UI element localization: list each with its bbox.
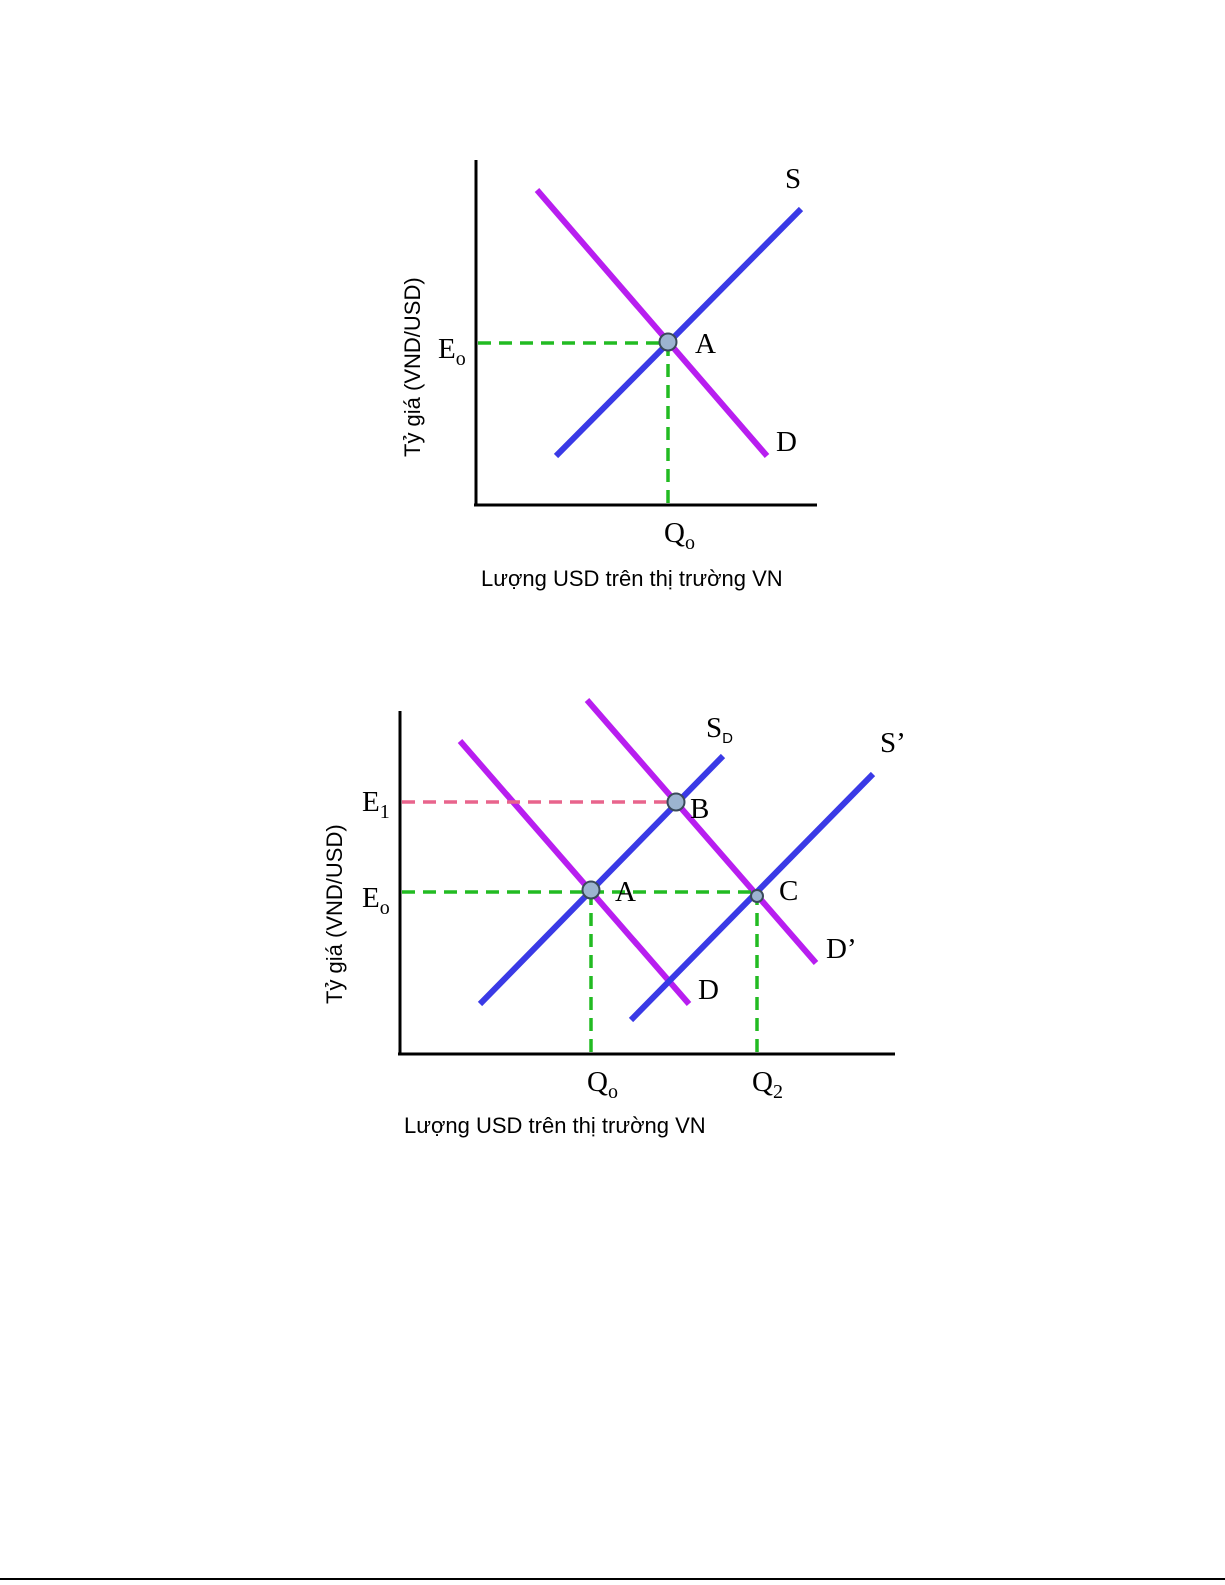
x-axis-title: Lượng USD trên thị trường VN xyxy=(481,566,783,591)
quantity-label-qo: Qo xyxy=(664,517,695,554)
price-label-eo: Eo xyxy=(438,333,466,370)
supply-curve-s xyxy=(553,206,804,459)
point-label-a: A xyxy=(695,328,716,360)
supply-label-sd: SD xyxy=(706,712,733,747)
demand-label-d: D xyxy=(776,426,797,458)
y-axis-title: Tỷ giá (VND/USD) xyxy=(322,824,347,1004)
point-label-a: A xyxy=(615,876,636,908)
demand-curve-d xyxy=(457,739,692,1006)
demand-label-d-prime: D’ xyxy=(826,933,857,965)
page-bottom-rule xyxy=(0,1578,1225,1580)
point-label-b: B xyxy=(690,793,709,825)
equilibrium-point-a xyxy=(658,332,678,352)
price-label-e1: E1 xyxy=(362,786,390,823)
quantity-label-qo: Qo xyxy=(587,1066,618,1103)
equilibrium-point-c xyxy=(750,889,764,903)
price-label-eo: Eo xyxy=(362,882,390,919)
equilibrium-point-b xyxy=(666,792,686,812)
supply-label-s-prime: S’ xyxy=(880,727,906,759)
demand-curve-d xyxy=(534,188,770,458)
x-axis-title: Lượng USD trên thị trường VN xyxy=(404,1113,706,1138)
supply-label-s: S xyxy=(785,163,801,195)
demand-curve-d-prime xyxy=(584,698,819,965)
diagram-1: S D A Eo Qo Tỷ giá (VND/USD) Lượng USD t… xyxy=(400,160,817,591)
quantity-label-q2: Q2 xyxy=(752,1066,783,1103)
diagram-2: SD S’ D D’ A B C E1 Eo Qo Q2 Tỷ giá (VND… xyxy=(322,698,906,1138)
y-axis-title: Tỷ giá (VND/USD) xyxy=(400,277,425,457)
demand-label-d: D xyxy=(698,974,719,1006)
point-label-c: C xyxy=(779,875,798,907)
equilibrium-point-a xyxy=(581,880,601,900)
